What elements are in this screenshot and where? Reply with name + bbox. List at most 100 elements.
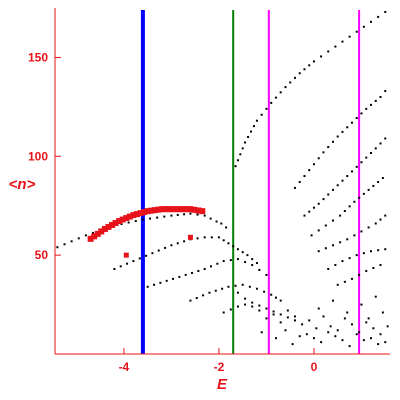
data-point [247,136,250,139]
data-point [236,291,239,294]
data-point [234,284,237,287]
axes-layer: 50 100 150 -4 -2 0 [28,8,390,374]
data-point [234,165,237,168]
data-point [138,257,141,260]
data-point [343,280,346,283]
data-point [322,315,325,318]
data-point [336,135,339,138]
data-point [197,269,200,272]
data-point [98,228,105,235]
data-point [101,225,108,232]
data-point [155,206,162,213]
data-point [341,179,344,182]
data-point [151,207,158,214]
data-point [293,76,296,79]
data-point [244,141,247,144]
data-point [163,215,166,218]
data-point [355,333,358,336]
data-point [336,184,339,187]
data-point [113,267,116,270]
data-point [158,206,165,213]
data-point [92,231,95,234]
data-point [355,30,358,33]
x-tick-label: -4 [119,360,130,374]
data-point [210,265,213,268]
data-point [379,333,382,336]
data-point [221,287,224,290]
data-point [384,137,387,140]
data-point [187,206,194,213]
data-point [220,222,223,225]
data-point [343,317,346,320]
data-point [327,50,330,53]
data-point [379,142,382,145]
data-point [265,107,268,110]
data-point [244,303,247,306]
data-point [123,215,130,222]
data-point [377,343,380,346]
data-point [293,186,296,189]
data-point [137,210,144,217]
reference-lines-layer [140,10,361,354]
data-point [184,273,187,276]
data-point [320,55,323,58]
data-point [305,333,308,336]
data-point [176,206,183,213]
data-point [236,248,239,251]
data-point [255,119,258,122]
data-point [189,212,192,215]
data-point [369,151,372,154]
data-point [132,260,135,263]
data-point [284,86,287,89]
data-point [116,218,123,225]
data-point [265,307,268,310]
data-point [196,213,199,216]
data-point [381,177,384,180]
data-point [162,206,169,213]
data-point [312,206,315,209]
data-point [236,305,239,308]
data-point [164,246,167,249]
data-point [123,252,129,258]
data-point [141,209,148,216]
data-point [236,159,239,162]
data-point [244,261,247,264]
data-point [255,262,258,265]
data-point [94,230,101,237]
data-point [334,45,337,48]
data-point [77,237,80,240]
data-point [308,210,311,213]
data-point [87,235,94,242]
data-point [255,287,258,290]
data-point [208,291,211,294]
data-point [293,315,296,318]
data-point [348,205,351,208]
data-point [260,331,263,334]
data-point [362,25,365,28]
data-point [365,269,368,272]
data-point [260,113,263,116]
data-point [331,244,334,247]
data-point [210,236,213,239]
data-point [308,64,311,67]
data-point [134,220,137,223]
data-point [324,224,327,227]
data-point [289,81,292,84]
x-tick-label: 0 [311,360,318,374]
data-point [84,234,87,237]
data-point [312,337,315,340]
data-point [365,321,368,324]
data-point [195,207,202,214]
data-point [119,216,126,223]
data-point [381,311,384,314]
data-points-layer [56,10,389,348]
data-point [191,206,198,213]
data-point [130,212,137,219]
data-point [367,317,370,320]
data-point [369,20,372,23]
data-point [327,267,330,270]
data-point [372,266,375,269]
data-point [286,309,289,312]
data-point [236,258,239,261]
data-point [384,10,387,13]
